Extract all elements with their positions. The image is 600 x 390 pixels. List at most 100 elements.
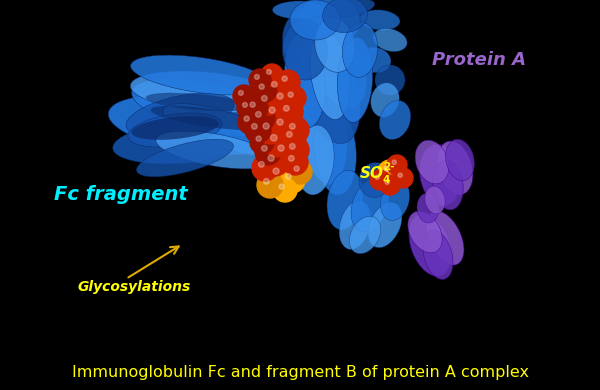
Circle shape [255,89,281,115]
Ellipse shape [300,0,360,45]
Circle shape [259,161,264,167]
Circle shape [263,123,269,129]
Circle shape [256,116,284,144]
Circle shape [238,110,262,134]
Ellipse shape [351,179,389,232]
Ellipse shape [130,71,280,113]
Circle shape [271,135,277,141]
Ellipse shape [437,141,473,195]
Ellipse shape [419,144,460,206]
Ellipse shape [290,0,340,40]
Circle shape [262,145,267,151]
Ellipse shape [131,79,289,137]
Ellipse shape [373,28,407,51]
Circle shape [398,173,403,177]
Circle shape [392,160,397,165]
Circle shape [271,138,299,166]
Circle shape [262,100,290,128]
Ellipse shape [423,230,453,279]
Circle shape [263,179,269,184]
Ellipse shape [108,95,282,155]
Text: Fc fragment: Fc fragment [54,186,188,204]
Circle shape [277,93,283,99]
Circle shape [288,160,312,184]
Ellipse shape [359,163,391,197]
Circle shape [387,155,407,175]
Circle shape [249,69,271,91]
Circle shape [393,168,413,188]
Circle shape [242,103,247,107]
Circle shape [237,97,259,119]
Circle shape [290,124,295,129]
Circle shape [257,172,283,198]
Ellipse shape [137,139,233,177]
Circle shape [375,175,379,179]
Circle shape [370,170,390,190]
Ellipse shape [314,105,356,195]
Ellipse shape [371,83,399,117]
Circle shape [282,86,306,110]
Circle shape [245,117,271,143]
Circle shape [385,180,389,184]
Circle shape [290,144,295,149]
Circle shape [282,149,308,175]
Circle shape [276,70,300,94]
Circle shape [268,155,274,161]
Ellipse shape [325,0,374,17]
Circle shape [271,82,277,87]
Circle shape [244,96,268,120]
Circle shape [384,166,389,171]
Ellipse shape [146,93,250,111]
Ellipse shape [417,193,439,223]
Circle shape [262,96,267,101]
Text: Immunoglobulin Fc and fragment B of protein A complex: Immunoglobulin Fc and fragment B of prot… [71,365,529,380]
Ellipse shape [339,200,371,250]
Ellipse shape [151,106,269,130]
Ellipse shape [426,211,464,265]
Ellipse shape [323,0,367,32]
Ellipse shape [327,170,363,230]
Text: SO: SO [360,166,384,181]
Circle shape [266,161,294,189]
Text: Protein A: Protein A [432,51,526,69]
Ellipse shape [409,214,451,276]
Circle shape [277,99,303,125]
Ellipse shape [283,20,328,80]
Circle shape [249,105,275,131]
Ellipse shape [272,1,328,19]
Circle shape [244,116,249,121]
Circle shape [269,107,275,113]
Ellipse shape [368,202,402,248]
Circle shape [289,156,294,161]
Circle shape [282,76,287,81]
Ellipse shape [359,47,391,73]
Ellipse shape [380,179,410,221]
Circle shape [255,139,281,165]
Ellipse shape [408,211,442,253]
Ellipse shape [433,160,463,210]
Circle shape [233,85,255,107]
Circle shape [261,148,289,176]
Circle shape [277,119,283,125]
Circle shape [261,64,283,86]
Ellipse shape [337,37,373,122]
Circle shape [253,78,277,102]
Text: 4: 4 [383,175,390,185]
Ellipse shape [349,216,381,254]
Circle shape [256,112,261,117]
Circle shape [259,84,264,89]
Circle shape [266,69,271,74]
Ellipse shape [446,139,475,181]
Ellipse shape [128,113,222,147]
Circle shape [284,106,289,111]
Ellipse shape [293,56,347,184]
Ellipse shape [131,116,219,140]
Ellipse shape [379,101,410,140]
Circle shape [273,178,297,202]
Circle shape [283,117,309,143]
Circle shape [251,124,257,129]
Ellipse shape [296,125,334,195]
Circle shape [378,160,402,184]
Ellipse shape [283,7,338,73]
Ellipse shape [300,36,360,144]
